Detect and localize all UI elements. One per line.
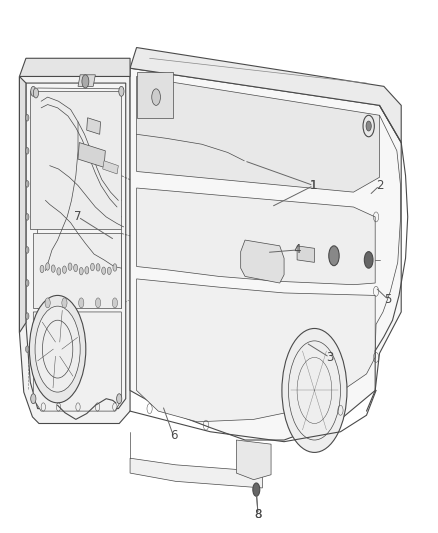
Circle shape bbox=[79, 298, 84, 308]
Circle shape bbox=[63, 266, 67, 273]
Polygon shape bbox=[130, 68, 401, 440]
Circle shape bbox=[113, 264, 117, 271]
Circle shape bbox=[25, 115, 29, 121]
Polygon shape bbox=[297, 246, 314, 262]
Circle shape bbox=[282, 328, 347, 453]
Text: 2: 2 bbox=[376, 179, 383, 192]
Circle shape bbox=[107, 267, 111, 274]
Circle shape bbox=[91, 263, 95, 271]
Polygon shape bbox=[78, 142, 105, 167]
Circle shape bbox=[46, 263, 49, 270]
Text: 7: 7 bbox=[74, 211, 82, 223]
Circle shape bbox=[29, 295, 86, 403]
Circle shape bbox=[68, 263, 72, 270]
Circle shape bbox=[45, 298, 50, 308]
Polygon shape bbox=[30, 91, 121, 229]
Polygon shape bbox=[19, 76, 130, 424]
Circle shape bbox=[51, 265, 55, 272]
Polygon shape bbox=[33, 233, 121, 308]
Circle shape bbox=[112, 298, 117, 308]
Polygon shape bbox=[103, 161, 118, 174]
Polygon shape bbox=[19, 58, 130, 76]
Text: 8: 8 bbox=[254, 508, 262, 521]
Circle shape bbox=[253, 483, 260, 496]
Text: 8: 8 bbox=[254, 508, 262, 521]
Text: 1: 1 bbox=[310, 179, 317, 192]
Circle shape bbox=[117, 394, 122, 403]
Circle shape bbox=[102, 267, 106, 274]
Polygon shape bbox=[33, 312, 121, 411]
Circle shape bbox=[25, 280, 29, 286]
Circle shape bbox=[329, 246, 339, 265]
Polygon shape bbox=[137, 279, 375, 422]
Polygon shape bbox=[237, 440, 271, 480]
Circle shape bbox=[85, 266, 89, 274]
Text: 4: 4 bbox=[293, 244, 301, 256]
Polygon shape bbox=[130, 458, 262, 488]
Circle shape bbox=[25, 214, 29, 220]
Circle shape bbox=[35, 306, 80, 392]
Text: 6: 6 bbox=[170, 430, 177, 442]
Polygon shape bbox=[137, 72, 173, 118]
Circle shape bbox=[74, 264, 78, 272]
Circle shape bbox=[25, 313, 29, 319]
Circle shape bbox=[57, 268, 61, 275]
Circle shape bbox=[33, 88, 39, 98]
Polygon shape bbox=[241, 240, 284, 283]
Circle shape bbox=[96, 264, 100, 271]
Circle shape bbox=[40, 265, 44, 273]
Polygon shape bbox=[137, 76, 379, 192]
Circle shape bbox=[25, 346, 29, 352]
Circle shape bbox=[25, 247, 29, 253]
Circle shape bbox=[25, 148, 29, 154]
Circle shape bbox=[152, 89, 160, 106]
Polygon shape bbox=[87, 118, 101, 134]
Circle shape bbox=[82, 75, 89, 88]
Text: 1: 1 bbox=[310, 179, 317, 192]
Circle shape bbox=[31, 394, 36, 403]
Circle shape bbox=[119, 86, 124, 96]
Polygon shape bbox=[130, 47, 401, 142]
Circle shape bbox=[79, 268, 83, 275]
Text: 3: 3 bbox=[326, 351, 333, 364]
Polygon shape bbox=[137, 188, 375, 285]
Circle shape bbox=[25, 181, 29, 187]
Polygon shape bbox=[19, 76, 26, 333]
Circle shape bbox=[95, 298, 101, 308]
Circle shape bbox=[364, 252, 373, 268]
Circle shape bbox=[366, 121, 371, 131]
Text: 5: 5 bbox=[385, 293, 392, 306]
Polygon shape bbox=[26, 83, 126, 409]
Circle shape bbox=[31, 86, 36, 96]
Polygon shape bbox=[78, 75, 95, 86]
Circle shape bbox=[62, 298, 67, 308]
